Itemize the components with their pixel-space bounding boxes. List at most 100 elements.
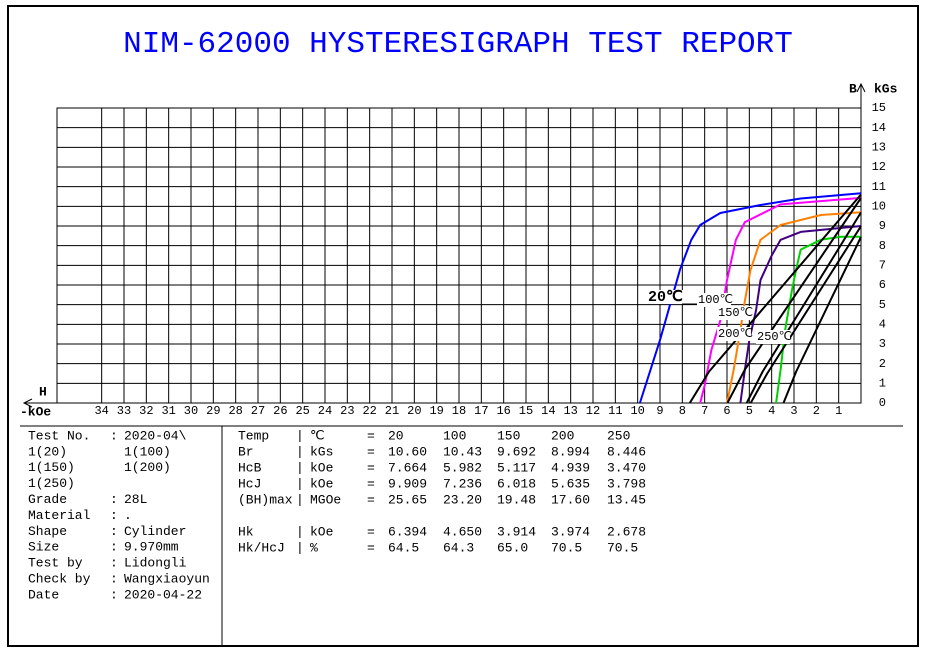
info-text: : xyxy=(110,524,118,539)
table-cell: 17.60 xyxy=(551,492,590,507)
demagnetization-curve xyxy=(782,236,862,404)
info-text: : xyxy=(110,492,118,507)
x-tick-label: 12 xyxy=(586,404,600,418)
demagnetization-curve xyxy=(739,225,862,404)
x-tick-label: 7 xyxy=(701,404,708,418)
x-tick-label: 9 xyxy=(656,404,663,418)
table-cell: 3.798 xyxy=(607,476,646,491)
info-text: 1(200) xyxy=(124,460,171,475)
x-tick-label: 3 xyxy=(790,404,797,418)
y-tick-label: 10 xyxy=(872,200,886,214)
demagnetization-curve xyxy=(688,193,862,404)
demagnetization-curve xyxy=(726,211,862,404)
info-text: 1(150) xyxy=(28,460,75,475)
x-axis-label: H xyxy=(39,384,47,399)
y-tick-label: 12 xyxy=(872,160,886,174)
table-cell: kOe xyxy=(310,476,333,491)
x-tick-label: 24 xyxy=(318,404,332,418)
table-cell: | xyxy=(296,492,304,507)
x-tick-label: 21 xyxy=(385,404,399,418)
table-cell: = xyxy=(367,524,375,539)
table-cell: = xyxy=(367,428,375,443)
y-tick-label: 1 xyxy=(879,377,886,391)
table-cell: 9.909 xyxy=(388,476,427,491)
table-cell: 6.394 xyxy=(388,524,427,539)
y-tick-label: 7 xyxy=(879,259,886,273)
table-cell: 8.446 xyxy=(607,444,646,459)
y-tick-label: 13 xyxy=(872,141,886,155)
table-cell: 64.3 xyxy=(443,540,474,555)
x-tick-label: 2 xyxy=(813,404,820,418)
table-cell: Br xyxy=(238,444,254,459)
table-cell: = xyxy=(367,444,375,459)
x-tick-label: 13 xyxy=(563,404,577,418)
info-text: Test No. xyxy=(28,428,90,443)
table-cell: = xyxy=(367,540,375,555)
curve-label-bg xyxy=(717,327,751,341)
y-tick-label: 5 xyxy=(879,298,886,312)
info-text: Grade xyxy=(28,492,67,507)
y-tick-label: 4 xyxy=(879,318,886,332)
x-tick-label: 30 xyxy=(184,404,198,418)
x-tick-label: 28 xyxy=(228,404,242,418)
x-tick-label: 1 xyxy=(835,404,842,418)
x-tick-label: 32 xyxy=(139,404,153,418)
x-tick-label: 8 xyxy=(679,404,686,418)
y-tick-label: 6 xyxy=(879,278,886,292)
curve-label-bg xyxy=(697,293,731,307)
x-axis-unit: -kOe xyxy=(20,404,51,419)
info-text: Cylinder xyxy=(124,524,186,539)
x-tick-label: 33 xyxy=(117,404,131,418)
table-cell: | xyxy=(296,460,304,475)
y-tick-label: 2 xyxy=(879,357,886,371)
table-cell: 150 xyxy=(497,428,520,443)
table-cell: 7.664 xyxy=(388,460,427,475)
table-cell: 70.5 xyxy=(607,540,638,555)
y-axis-unit: kGs xyxy=(874,81,898,96)
x-tick-label: 19 xyxy=(429,404,443,418)
y-tick-label: 9 xyxy=(879,219,886,233)
x-tick-label: 31 xyxy=(161,404,175,418)
demagnetization-curve xyxy=(749,225,862,404)
table-cell: Hk xyxy=(238,524,254,539)
curve-label-bg xyxy=(647,290,683,304)
curve-label-bg xyxy=(717,306,751,320)
x-tick-label: 26 xyxy=(273,404,287,418)
table-cell: = xyxy=(367,460,375,475)
info-text: 2020-04-22 xyxy=(124,587,202,602)
y-tick-label: 8 xyxy=(879,239,886,253)
y-axis-arrow xyxy=(856,82,866,93)
info-text: Size xyxy=(28,540,59,555)
table-cell: 6.018 xyxy=(497,476,536,491)
table-cell: 65.0 xyxy=(497,540,528,555)
y-tick-label: 14 xyxy=(872,121,886,135)
info-text: 2020-04\ xyxy=(124,428,187,443)
table-cell: kOe xyxy=(310,460,333,475)
table-cell: 13.45 xyxy=(607,492,646,507)
x-tick-label: 34 xyxy=(94,404,108,418)
table-cell: 25.65 xyxy=(388,492,427,507)
table-cell: (BH)max xyxy=(238,492,293,507)
table-cell: Hk/HcJ xyxy=(238,540,285,555)
x-tick-label: 11 xyxy=(608,404,622,418)
info-text: . xyxy=(124,508,132,523)
x-tick-label: 4 xyxy=(768,404,775,418)
x-tick-label: 5 xyxy=(746,404,753,418)
table-cell: 8.994 xyxy=(551,444,590,459)
table-cell: 20 xyxy=(388,428,404,443)
report-title: NIM-62000 HYSTERESIGRAPH TEST REPORT xyxy=(123,27,793,62)
table-cell: 5.635 xyxy=(551,476,590,491)
table-cell: 5.982 xyxy=(443,460,482,475)
info-text: Shape xyxy=(28,524,67,539)
x-tick-label: 15 xyxy=(519,404,533,418)
y-axis-label: B xyxy=(849,81,857,96)
table-cell: 19.48 xyxy=(497,492,536,507)
x-tick-label: 10 xyxy=(630,404,644,418)
table-cell: 200 xyxy=(551,428,574,443)
info-text: Material xyxy=(28,508,91,523)
info-text: : xyxy=(110,428,118,443)
table-cell: 4.650 xyxy=(443,524,482,539)
x-tick-label: 18 xyxy=(452,404,466,418)
table-cell: kGs xyxy=(310,444,333,459)
